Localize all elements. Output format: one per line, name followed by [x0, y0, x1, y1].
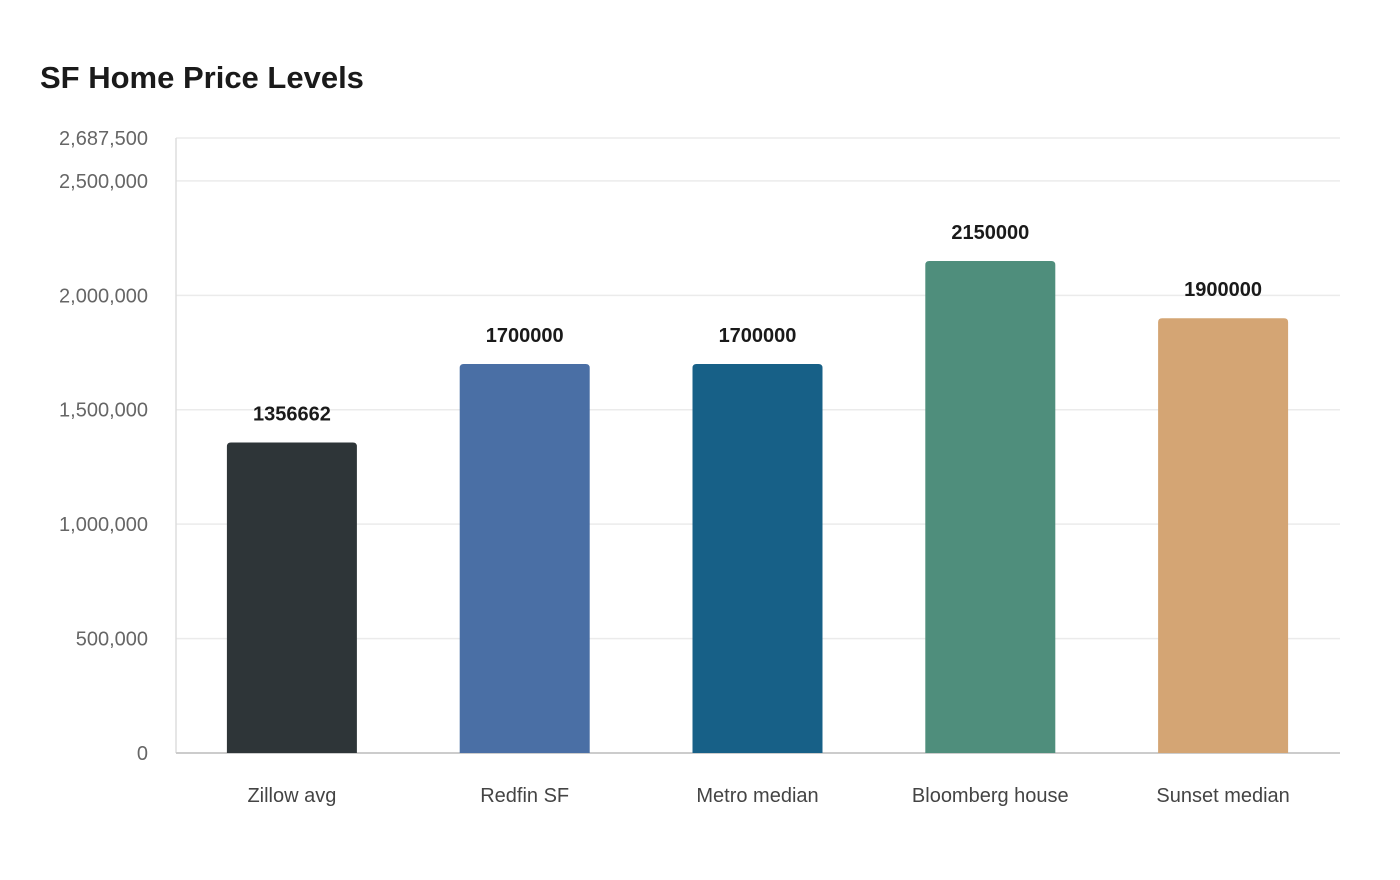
labels: 0 500,000 1,000,000 1,500,000 2,000,000 2,500… — [59, 128, 1290, 807]
y-tick-label: 1,500,000 — [59, 400, 148, 422]
data-label: 1900000 — [1184, 279, 1262, 301]
bar — [925, 261, 1056, 753]
data-label: 2150000 — [951, 222, 1029, 244]
bars — [226, 261, 1289, 753]
y-tick-label: 2,500,000 — [59, 171, 148, 193]
bar — [459, 363, 590, 753]
x-tick-label: Zillow avg — [247, 785, 336, 807]
bar — [226, 442, 357, 753]
x-tick-label: Metro median — [696, 785, 818, 807]
x-tick-label: Sunset median — [1156, 785, 1289, 807]
data-label: 1356662 — [253, 404, 331, 426]
data-label: 1700000 — [719, 325, 797, 347]
chart-title: SF Home Price Levels — [40, 60, 364, 95]
y-tick-label: 500,000 — [76, 629, 148, 651]
x-tick-label: Bloomberg house — [912, 785, 1069, 807]
y-tick-label: 0 — [137, 743, 148, 765]
y-tick-label: 2,000,000 — [59, 285, 148, 307]
data-label: 1700000 — [486, 325, 564, 347]
bar — [692, 363, 823, 753]
bar — [1158, 318, 1289, 753]
y-tick-label: 2,687,500 — [59, 128, 148, 150]
y-tick-label: 1,000,000 — [59, 514, 148, 536]
x-tick-label: Redfin SF — [480, 785, 569, 807]
